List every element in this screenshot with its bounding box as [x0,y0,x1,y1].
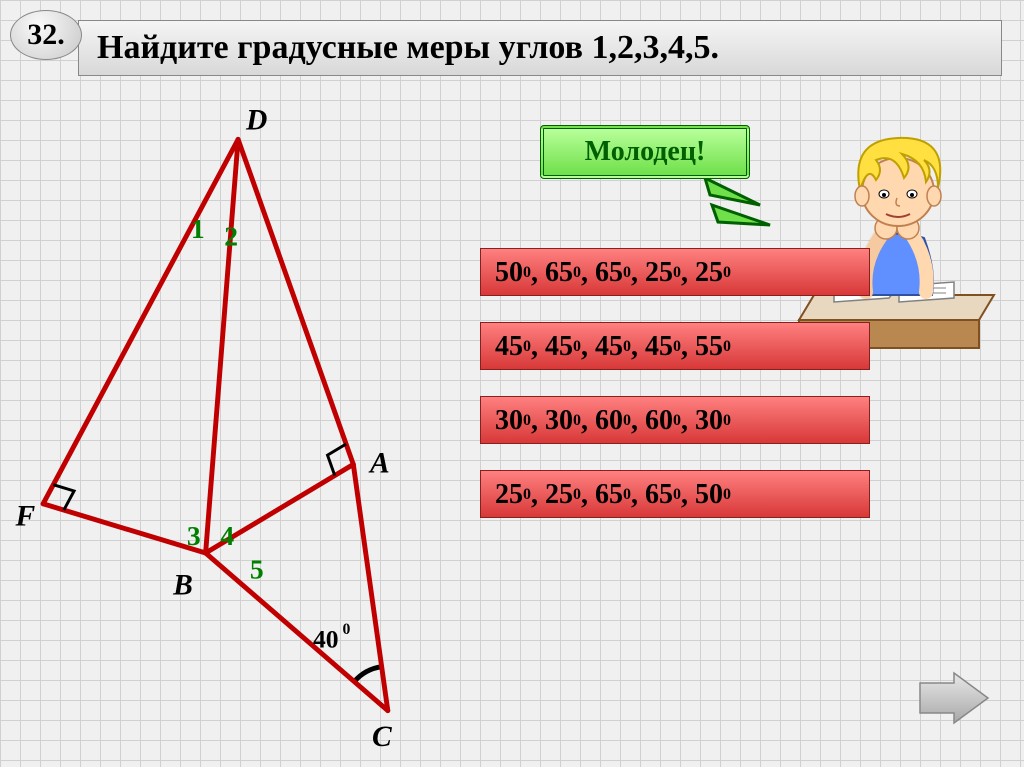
svg-text:F: F [15,500,36,532]
next-arrow-icon [920,673,988,723]
next-button[interactable] [914,669,994,727]
title-text: Найдите градусные меры углов 1,2,3,4,5. [97,29,719,67]
svg-text:1: 1 [191,213,205,244]
problem-number: 32. [27,18,65,52]
geometry-diagram: D F A B C 12 345 400 [10,100,480,750]
svg-text:2: 2 [224,221,238,252]
svg-text:3: 3 [187,520,201,551]
svg-text:A: A [368,447,390,479]
answer-option-3[interactable]: 300, 300, 600, 600, 300 [480,396,870,444]
speech-bubble: Молодец! [540,125,750,179]
svg-text:0: 0 [342,621,350,638]
svg-text:4: 4 [220,520,234,551]
answer-option-1[interactable]: 500, 650, 650, 250, 250 [480,248,870,296]
svg-text:B: B [172,569,193,601]
answer-option-4[interactable]: 250, 250, 650, 650, 500 [480,470,870,518]
answer-option-2[interactable]: 450, 450, 450, 450, 550 [480,322,870,370]
svg-text:D: D [245,105,267,137]
problem-number-badge: 32. [10,10,82,60]
title-bar: Найдите градусные меры углов 1,2,3,4,5. [78,20,1002,76]
answer-list: 500, 650, 650, 250, 250 450, 450, 450, 4… [480,248,870,518]
svg-text:C: C [372,721,392,750]
svg-text:40: 40 [313,625,339,654]
speech-text: Молодец! [585,136,706,168]
svg-text:5: 5 [250,554,264,585]
